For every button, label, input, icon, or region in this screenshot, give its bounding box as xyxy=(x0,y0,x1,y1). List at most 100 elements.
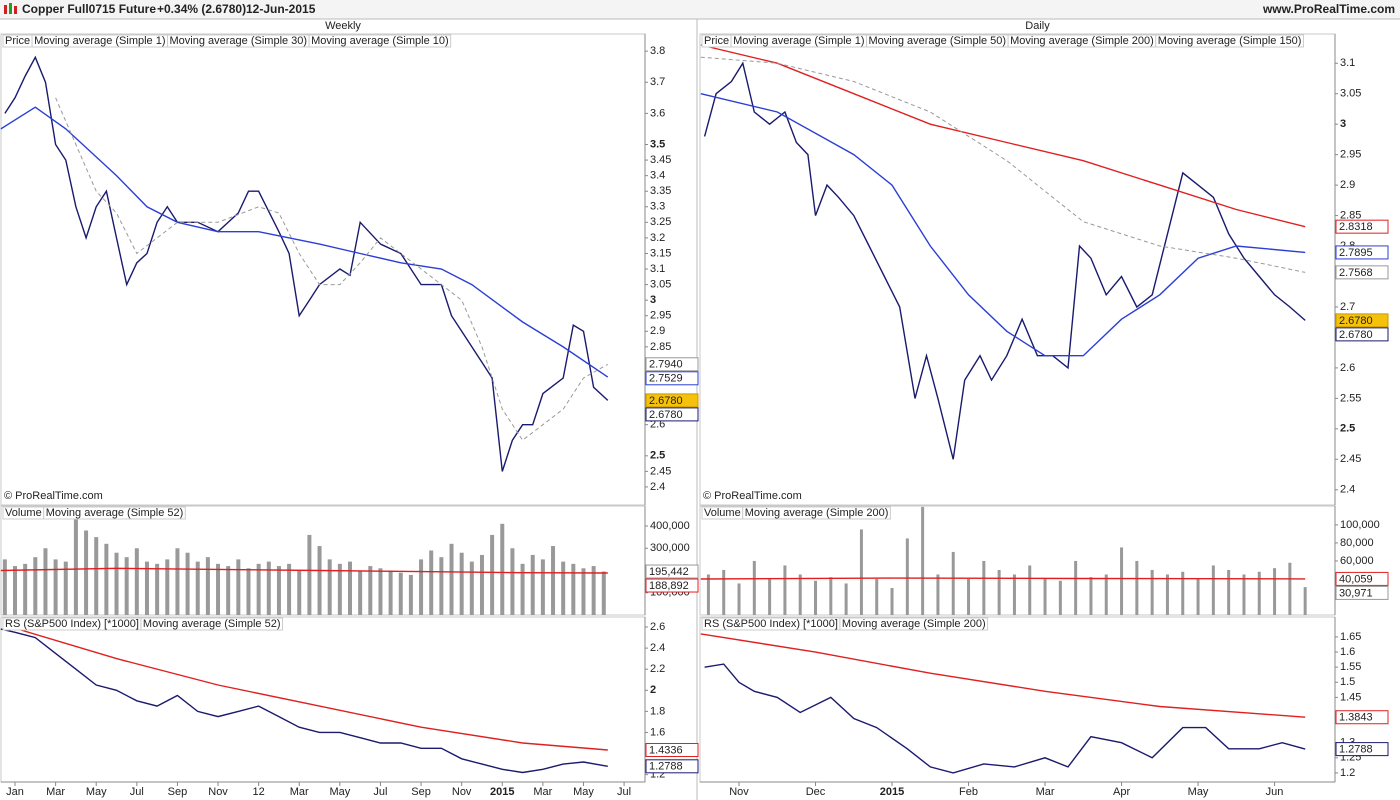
volume-bar xyxy=(297,570,302,615)
legend-entry-box xyxy=(742,506,891,520)
volume-bar xyxy=(1273,568,1277,615)
y-tick-label: 3 xyxy=(650,294,656,306)
y-tick-label: 2.7 xyxy=(1340,301,1355,313)
volume-bar xyxy=(814,580,818,615)
y-tick-label: 1.2 xyxy=(1340,767,1355,779)
y-tick-label: 1.8 xyxy=(650,705,665,717)
y-tick-label: 3.3 xyxy=(650,201,665,213)
volume-bar xyxy=(1303,587,1307,615)
last-value-text: 2.7529 xyxy=(649,373,683,385)
y-tick-label: 1.55 xyxy=(1340,661,1361,673)
y-tick-label: 3.6 xyxy=(650,107,665,119)
y-tick-label: 2.4 xyxy=(1340,484,1355,496)
y-tick-label: 3.8 xyxy=(650,45,665,57)
x-tick-label: Nov xyxy=(452,786,472,798)
volume-bar xyxy=(459,552,464,615)
last-value-text: 1.4336 xyxy=(649,744,683,756)
legend-entry-box xyxy=(308,34,452,48)
legend-entry: Moving average (Simple 200) xyxy=(1010,35,1154,47)
series-line xyxy=(4,55,609,472)
y-tick-label: 2.85 xyxy=(1340,209,1361,221)
y-tick-label: 1.5 xyxy=(1340,676,1355,688)
last-value-box xyxy=(1335,265,1389,280)
y-tick-label: 80,000 xyxy=(1340,537,1374,549)
x-tick-label: Mar xyxy=(46,786,65,798)
y-tick-label: 3.1 xyxy=(650,263,665,275)
x-tick-label: Sep xyxy=(168,786,188,798)
last-value-text: 30,971 xyxy=(1339,587,1373,599)
y-tick-label: 2 xyxy=(650,684,656,696)
volume-bar xyxy=(53,559,58,615)
volume-bar xyxy=(1089,577,1093,615)
volume-bar xyxy=(490,534,495,615)
volume-bar xyxy=(155,563,160,615)
volume-bar xyxy=(1074,560,1078,615)
candle-icon xyxy=(4,3,17,14)
volume-bar xyxy=(104,543,109,615)
quote-date: 12-Jun-2015 xyxy=(246,2,316,16)
volume-bar xyxy=(378,568,383,615)
legend-entry: Moving average (Simple 30) xyxy=(170,35,308,47)
volume-bar xyxy=(205,557,210,615)
last-value-box xyxy=(645,357,699,372)
series-line xyxy=(700,93,1306,357)
volume-bar xyxy=(84,530,89,615)
y-tick-label: 1.65 xyxy=(1340,631,1361,643)
x-tick-label: May xyxy=(86,786,107,798)
legend-entry: Moving average (Simple 10) xyxy=(311,35,449,47)
y-tick-label: 2.9 xyxy=(650,325,665,337)
y-tick-label: 2.5 xyxy=(1340,423,1355,435)
header-bar xyxy=(0,0,1400,19)
volume-bar xyxy=(1257,571,1261,615)
site-link: www.ProRealTime.com xyxy=(1262,2,1395,16)
y-tick-label: 2.4 xyxy=(650,481,665,493)
legend-entry: Moving average (Simple 1) xyxy=(34,35,165,47)
price-label-box xyxy=(1335,313,1389,328)
last-value-text: 188,892 xyxy=(649,580,689,592)
volume-bar xyxy=(337,563,342,615)
x-tick-label: 2015 xyxy=(880,786,904,798)
panel-title: Weekly xyxy=(325,20,361,32)
y-tick-label: 3.05 xyxy=(650,279,671,291)
last-value-box xyxy=(1335,742,1389,757)
volume-bar xyxy=(997,569,1001,615)
series-line xyxy=(10,626,608,751)
y-tick-label: 1.6 xyxy=(1340,646,1355,658)
x-tick-label: Sep xyxy=(411,786,431,798)
last-value-text: 40,059 xyxy=(1339,573,1373,585)
volume-bar xyxy=(439,557,444,615)
legend-entry-box xyxy=(1155,34,1304,48)
x-tick-label: 12 xyxy=(253,786,265,798)
last-value-text: 2.7895 xyxy=(1339,247,1373,259)
volume-bar xyxy=(114,552,119,615)
volume-bar xyxy=(571,563,576,615)
x-tick-label: 2015 xyxy=(490,786,514,798)
y-tick-label: 2.6 xyxy=(650,621,665,633)
legend-entry: Moving average (Simple 200) xyxy=(745,507,889,519)
volume-bar xyxy=(1104,574,1108,615)
volume-bar xyxy=(266,561,271,615)
last-value-box xyxy=(645,759,699,774)
legend-entry-box xyxy=(839,617,989,631)
volume-bar xyxy=(449,543,454,615)
x-tick-label: Nov xyxy=(729,786,749,798)
watermark: © ProRealTime.com xyxy=(703,490,802,502)
price-label-text: 2.6780 xyxy=(649,395,683,407)
last-value-text: 2.7568 xyxy=(1339,267,1373,279)
panel-title: Daily xyxy=(1025,20,1050,32)
last-value-box xyxy=(645,371,699,386)
volume-bar xyxy=(246,568,251,615)
volume-bar xyxy=(23,563,28,615)
volume-bar xyxy=(1288,562,1292,615)
last-value-box xyxy=(645,578,699,593)
last-value-text: 195,442 xyxy=(649,566,689,578)
volume-bar xyxy=(1196,578,1200,615)
legend-entry: Volume xyxy=(704,507,741,519)
volume-bar xyxy=(967,578,971,615)
y-tick-label: 300,000 xyxy=(650,542,690,554)
volume-bar xyxy=(73,508,78,615)
volume-bar xyxy=(94,537,99,615)
volume-bar xyxy=(561,561,566,615)
last-value-box xyxy=(1335,219,1389,234)
volume-bar xyxy=(185,552,190,615)
